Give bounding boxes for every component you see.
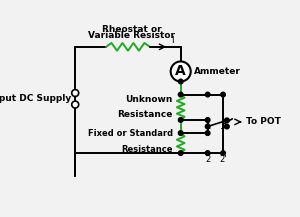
Text: 1: 1 <box>205 122 210 131</box>
Circle shape <box>178 92 183 97</box>
Circle shape <box>205 124 210 129</box>
Text: Resistance: Resistance <box>118 110 173 119</box>
Circle shape <box>171 61 191 81</box>
Circle shape <box>221 92 225 97</box>
Circle shape <box>178 151 183 155</box>
Text: Input DC Supply: Input DC Supply <box>0 94 71 103</box>
Text: Fixed or Standard: Fixed or Standard <box>88 130 173 138</box>
Circle shape <box>205 118 210 122</box>
Circle shape <box>205 92 210 97</box>
Text: 1': 1' <box>219 122 227 131</box>
Text: Rheostat or: Rheostat or <box>102 25 162 34</box>
Text: Variable Resistor: Variable Resistor <box>88 31 175 40</box>
Circle shape <box>221 151 225 155</box>
Circle shape <box>72 90 79 97</box>
Text: Ammeter: Ammeter <box>194 67 241 76</box>
Text: Resistance: Resistance <box>122 145 173 154</box>
Circle shape <box>72 101 79 108</box>
Text: Unknown: Unknown <box>126 95 173 104</box>
Text: To POT: To POT <box>246 117 281 127</box>
Circle shape <box>178 118 183 122</box>
Text: I: I <box>171 36 173 45</box>
Text: A: A <box>175 64 186 79</box>
Circle shape <box>205 151 210 155</box>
Circle shape <box>205 131 210 135</box>
Circle shape <box>225 118 229 123</box>
Text: 2': 2' <box>219 155 227 164</box>
Circle shape <box>178 131 183 135</box>
Circle shape <box>178 79 183 84</box>
Circle shape <box>225 124 229 129</box>
Text: 2: 2 <box>205 155 210 164</box>
